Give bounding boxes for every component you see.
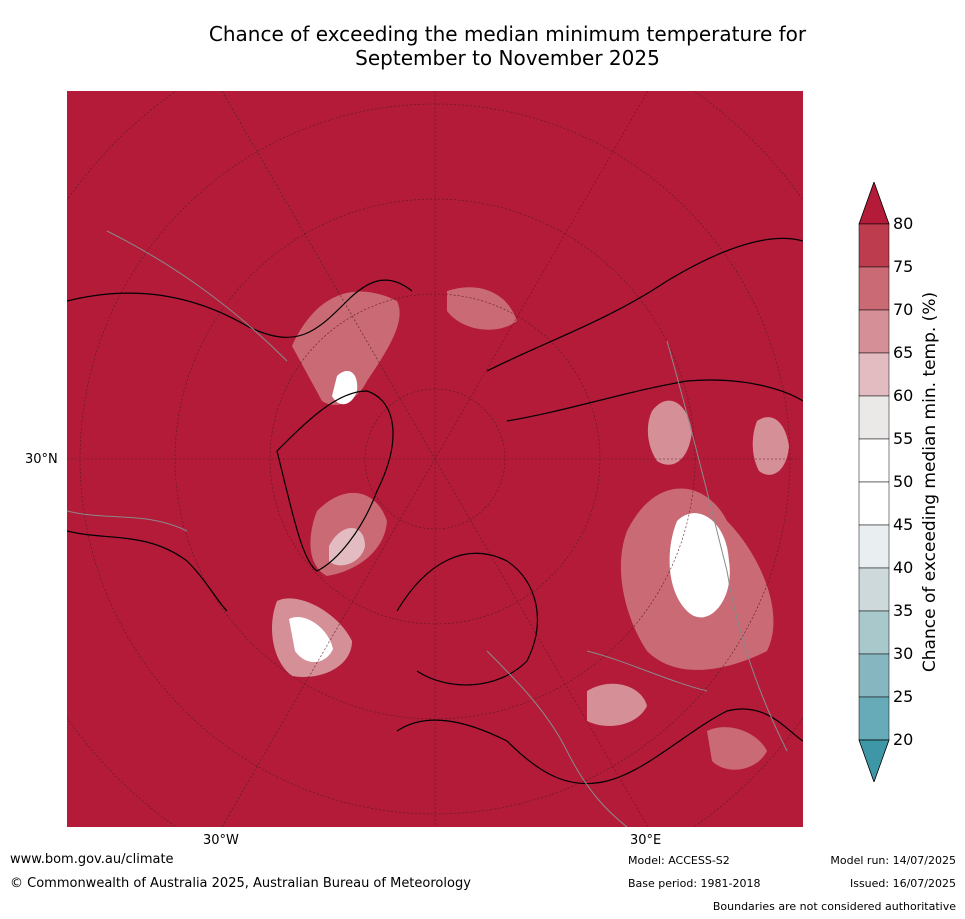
colorbar: [858, 182, 890, 782]
colorbar-tick-label: 25: [893, 687, 914, 706]
colorbar-tick-label: 60: [893, 386, 914, 405]
colorbar-tick-label: 70: [893, 300, 914, 319]
map-title: Chance of exceeding the median minimum t…: [0, 22, 965, 70]
colorbar-tick-label: 50: [893, 472, 914, 491]
title-line-2: September to November 2025: [355, 46, 660, 70]
colorbar-tick-label: 45: [893, 515, 914, 534]
colorbar-tick-label: 55: [893, 429, 914, 448]
footer-model: Model: ACCESS-S2: [628, 854, 730, 867]
colorbar-label: Chance of exceeding median min. temp. (%…: [920, 291, 940, 673]
country-borders: [67, 230, 788, 827]
colorbar-tick-label: 75: [893, 257, 914, 276]
footer-disclaimer: Boundaries are not considered authoritat…: [712, 900, 956, 913]
footer-website: www.bom.gov.au/climate: [10, 852, 174, 867]
lon-label-30e: 30°E: [630, 833, 662, 848]
probability-map: [67, 91, 803, 827]
colorbar-band: [858, 524, 890, 569]
graticule: [67, 91, 803, 827]
colorbar-tick-label: 35: [893, 601, 914, 620]
colorbar-band: [858, 223, 890, 268]
colorbar-band: [858, 567, 890, 612]
colorbar-tick-label: 80: [893, 214, 914, 233]
colorbar-arrow-top: [858, 182, 890, 225]
probability-patches: [272, 287, 789, 770]
footer-copyright: © Commonwealth of Australia 2025, Austra…: [10, 876, 471, 891]
lat-label-30n: 30°N: [25, 452, 58, 467]
colorbar-band: [858, 481, 890, 526]
lon-label-30w: 30°W: [203, 833, 239, 848]
colorbar-band: [858, 309, 890, 354]
title-line-1: Chance of exceeding the median minimum t…: [208, 22, 807, 46]
footer-model-run: Model run: 14/07/2025: [830, 854, 956, 867]
colorbar-tick-label: 30: [893, 644, 914, 663]
colorbar-band: [858, 352, 890, 397]
colorbar-band: [858, 610, 890, 655]
colorbar-tick-label: 65: [893, 343, 914, 362]
footer-issued: Issued: 16/07/2025: [849, 877, 956, 890]
colorbar-arrow-bottom: [858, 739, 890, 782]
map-graphics: [67, 91, 803, 827]
colorbar-tick-label: 40: [893, 558, 914, 577]
colorbar-band: [858, 653, 890, 698]
footer-base-period: Base period: 1981-2018: [628, 877, 761, 890]
colorbar-tick-label: 20: [893, 730, 914, 749]
colorbar-band: [858, 395, 890, 440]
colorbar-band: [858, 696, 890, 741]
colorbar-band: [858, 438, 890, 483]
colorbar-band: [858, 266, 890, 311]
coastlines: [67, 237, 803, 785]
